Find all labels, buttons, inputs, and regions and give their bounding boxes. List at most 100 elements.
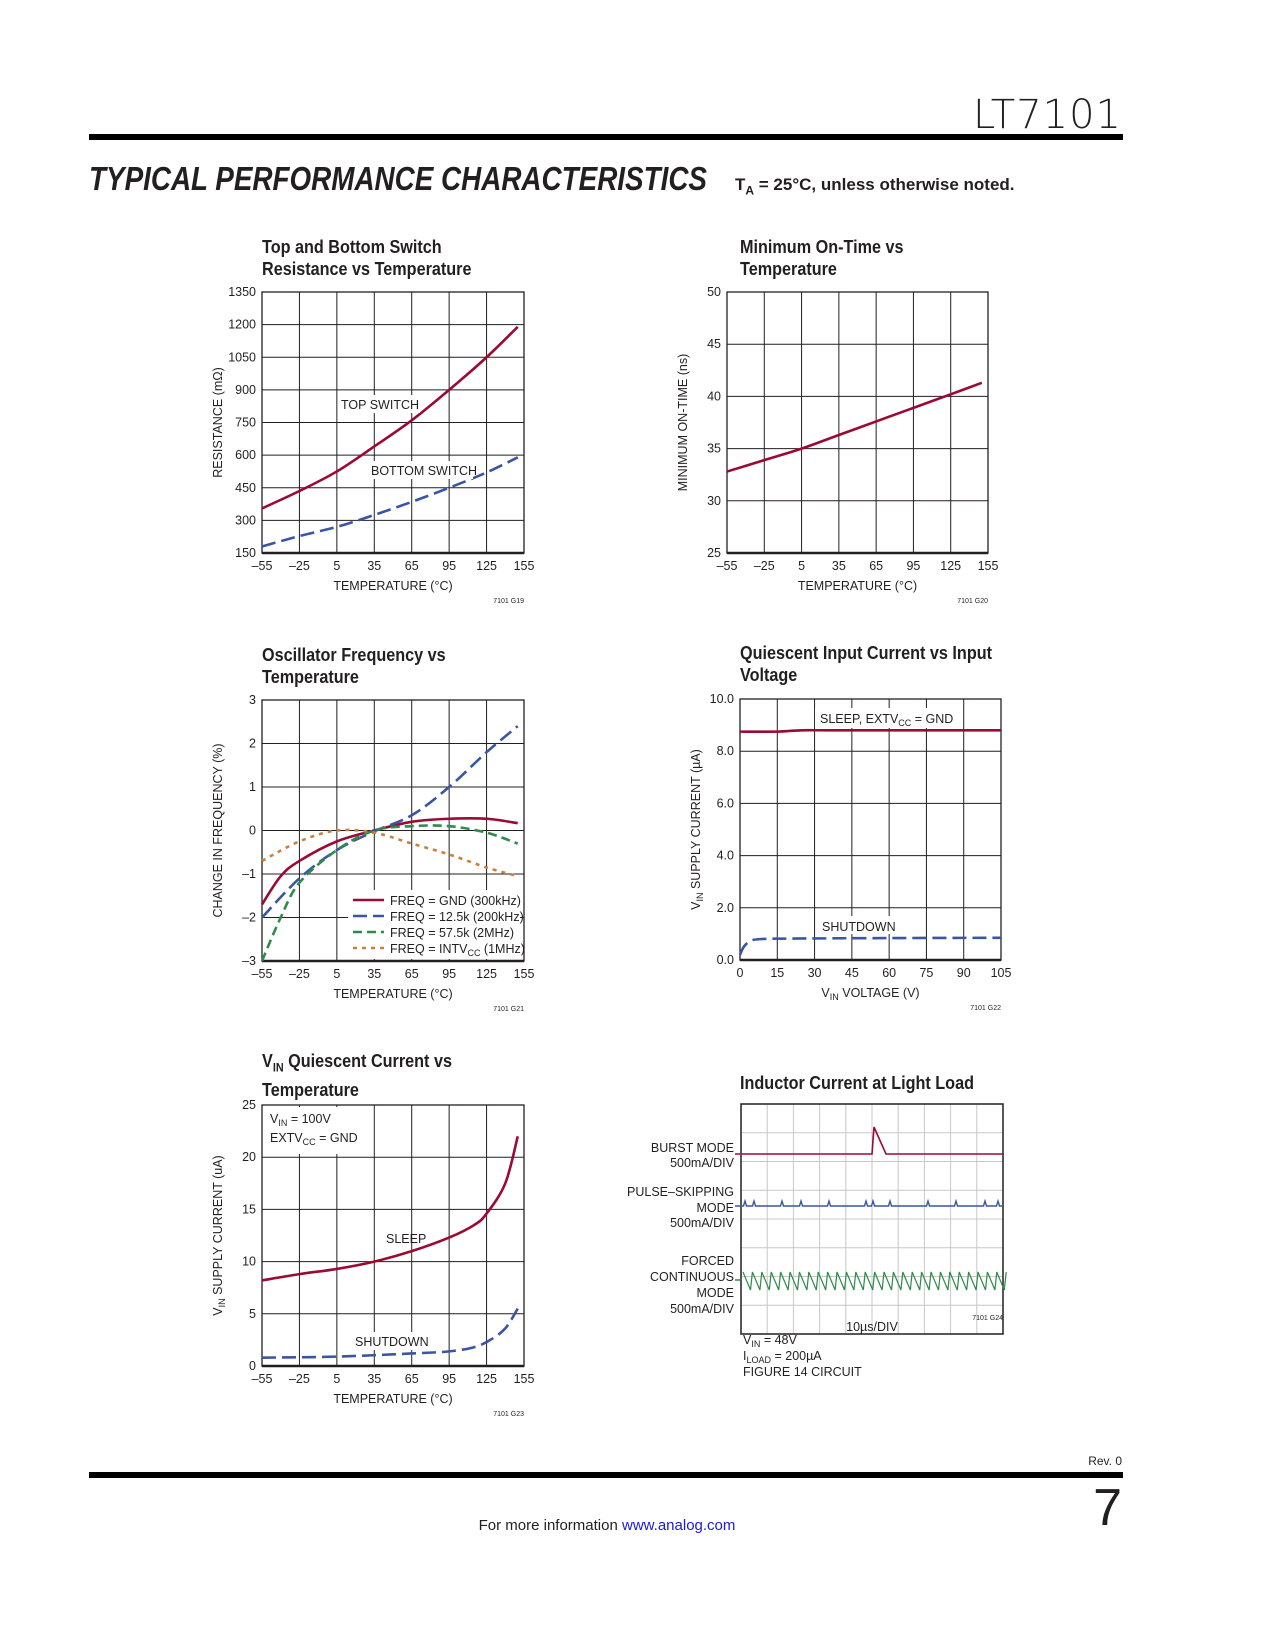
text-part: MODE <box>697 1201 735 1215</box>
text-part: 45 <box>707 337 721 351</box>
text-part: 7101 G19 <box>493 598 524 605</box>
text-part: –25 <box>289 559 310 573</box>
text-part: 5 <box>333 967 340 981</box>
y-tick-label: 50 <box>707 285 721 299</box>
text-part: –3 <box>242 954 256 968</box>
series-line-1 <box>261 1307 519 1359</box>
text-part: 95 <box>442 967 456 981</box>
x-tick-label: 5 <box>333 967 340 981</box>
title-line: VIN Quiescent Current vs <box>262 1050 452 1079</box>
annotation-bottom-switch: BOTTOM SWITCH <box>371 464 477 478</box>
x-axis-label: VIN VOLTAGE (V) <box>821 986 919 1002</box>
y-tick-label: 3 <box>249 693 256 707</box>
text-part: 5 <box>798 559 805 573</box>
x-tick-label: 5 <box>333 559 340 573</box>
subscript: IN <box>278 1118 287 1128</box>
text-part: 35 <box>707 442 721 456</box>
text-part: 10.0 <box>710 692 734 706</box>
text-part: 155 <box>514 559 535 573</box>
series-line-0 <box>261 1135 520 1282</box>
legend-entry: FREQ = 57.5k (2MHz) <box>390 926 514 940</box>
y-axis-label: CHANGE IN FREQUENCY (%) <box>211 743 225 917</box>
series-line-2 <box>260 824 519 962</box>
text-part: 105 <box>991 966 1012 980</box>
label-background <box>266 1107 338 1154</box>
y-axis-label: MINIMUM ON-TIME (ns) <box>676 354 690 491</box>
text-part: 500mA/DIV <box>670 1302 735 1316</box>
cond-text: = 25°C, unless otherwise noted. <box>754 175 1015 194</box>
subscript: IN <box>751 1339 760 1349</box>
x-tick-label: –55 <box>252 967 273 981</box>
x-tick-label: 95 <box>442 967 456 981</box>
header-rule <box>89 134 1123 140</box>
x-axis-label: TEMPERATURE (°C) <box>798 579 917 593</box>
x-tick-label: 65 <box>869 559 883 573</box>
title-line: Inductor Current at Light Load <box>740 1073 974 1093</box>
trace-pulse-skipping <box>741 1198 1003 1207</box>
text-part: 10 <box>242 1255 256 1269</box>
chart-1-title: Top and Bottom Switch Resistance vs Tempe… <box>262 236 472 280</box>
text-part: PULSE–SKIPPING <box>627 1185 734 1199</box>
text-part: 7101 G21 <box>493 1006 524 1013</box>
text-part: 95 <box>906 559 920 573</box>
text-part: SHUTDOWN <box>822 920 896 934</box>
x-tick-label: 0 <box>737 966 744 980</box>
label-background <box>818 916 894 934</box>
x-tick-label: 5 <box>798 559 805 573</box>
text-part: I <box>743 1349 746 1363</box>
chart-6-title: Inductor Current at Light Load <box>740 1072 974 1094</box>
plot-frame <box>726 291 989 554</box>
y-tick-label: 2.0 <box>717 901 734 915</box>
x-tick-label: –55 <box>717 559 738 573</box>
y-tick-label: 750 <box>235 416 256 430</box>
text-part: V <box>821 986 830 1000</box>
y-tick-label: 150 <box>235 546 256 560</box>
label-background <box>338 395 420 413</box>
website-link[interactable]: www.analog.com <box>622 1517 736 1534</box>
text-part: 65 <box>405 967 419 981</box>
annotation-extvcc: EXTVCC = GND <box>270 1131 358 1147</box>
figure-code: 7101 G20 <box>957 598 988 605</box>
text-part: 95 <box>442 559 456 573</box>
y-tick-label: 8.0 <box>717 744 734 758</box>
y-tick-label: 20 <box>242 1150 256 1164</box>
text-part: 300 <box>235 513 256 527</box>
x-tick-label: 65 <box>405 967 419 981</box>
x-tick-label: –25 <box>289 1372 310 1386</box>
series-line-1 <box>261 456 519 548</box>
annotation-sleep: SLEEP, EXTVCC = GND <box>820 712 953 728</box>
text-part: 35 <box>367 967 381 981</box>
text-part: –2 <box>242 911 256 925</box>
y-tick-label: 450 <box>235 481 256 495</box>
text-part: –55 <box>717 559 738 573</box>
test-condition: VIN = 48V <box>743 1333 797 1349</box>
text-part: SLEEP <box>386 1232 426 1246</box>
text-part: V <box>211 1307 225 1316</box>
y-tick-label: 30 <box>707 494 721 508</box>
t: V <box>262 1051 273 1071</box>
text-part: 500mA/DIV <box>670 1156 735 1170</box>
chart-5-title: VIN Quiescent Current vs Temperature <box>262 1050 452 1101</box>
text-part: MINIMUM ON-TIME (ns) <box>676 354 690 491</box>
text-part: 25 <box>242 1098 256 1112</box>
text-part: 8.0 <box>717 744 734 758</box>
t-sub: IN <box>272 1060 284 1075</box>
x-tick-label: 125 <box>476 967 497 981</box>
x-tick-label: 95 <box>442 1372 456 1386</box>
text-part: 60 <box>882 966 896 980</box>
y-tick-label: 2 <box>249 737 256 751</box>
y-tick-label: 5 <box>249 1307 256 1321</box>
trace-label: PULSE–SKIPPING <box>627 1185 734 1199</box>
y-tick-label: –1 <box>242 867 256 881</box>
trace-forced-continuous <box>742 1271 1007 1291</box>
y-axis-label: VIN SUPPLY CURRENT (uA) <box>211 1155 227 1315</box>
x-axis-label: TEMPERATURE (°C) <box>333 1392 452 1406</box>
chart-4-title: Quiescent Input Current vs Input Voltage <box>740 642 992 686</box>
text-part: 0.0 <box>717 953 734 967</box>
x-tick-label: 35 <box>832 559 846 573</box>
text-part: 5 <box>249 1307 256 1321</box>
text-part: 125 <box>476 559 497 573</box>
footer-info: For more information www.analog.com <box>397 1517 817 1534</box>
y-tick-label: 1350 <box>228 285 256 299</box>
y-tick-label: 600 <box>235 448 256 462</box>
